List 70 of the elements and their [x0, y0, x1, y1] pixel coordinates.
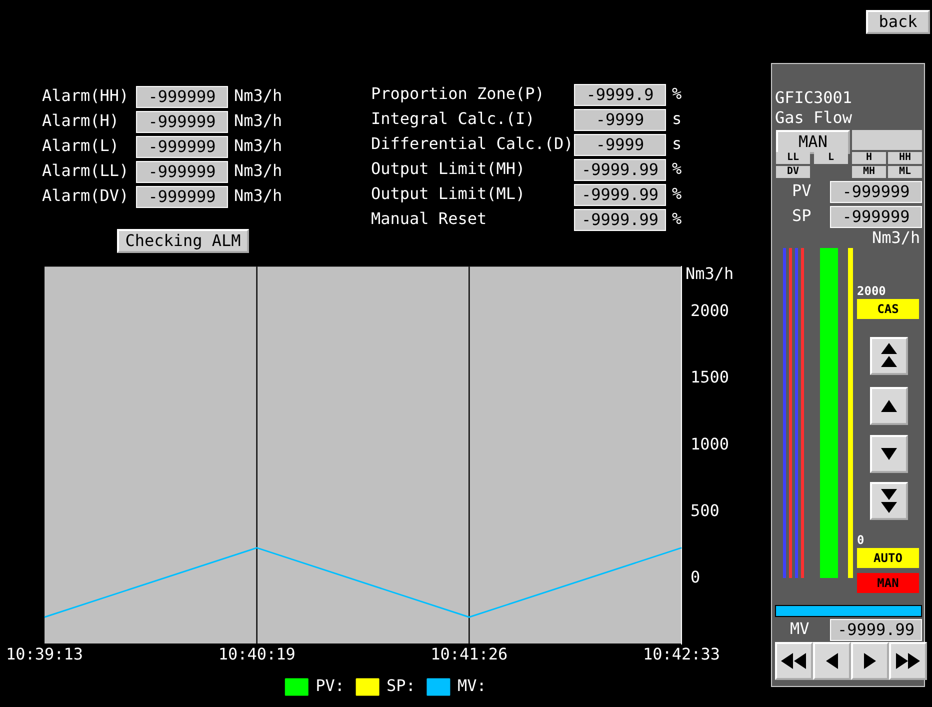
x-tick-label: 10:41:26 [430, 644, 508, 664]
text: HH [888, 152, 922, 164]
text: Integral Calc.(I) [371, 109, 535, 129]
text: -9999 [574, 109, 666, 131]
text: s [672, 134, 682, 154]
text: Nm3/h [234, 161, 282, 181]
x-tick-label: 10:39:13 [6, 644, 84, 664]
text: MAN [798, 132, 828, 151]
text: back [866, 10, 930, 34]
text: Nm3/h [234, 111, 282, 131]
text: ML [888, 166, 922, 178]
text: Gas Flow [775, 108, 852, 128]
text: -999999 [136, 161, 228, 183]
text: L [814, 152, 848, 164]
text: Checking ALM [117, 229, 249, 253]
text: -999999 [136, 186, 228, 208]
x-tick-label: 10:40:19 [218, 644, 296, 664]
text: Alarm(L) [42, 136, 120, 156]
text: MH [852, 166, 886, 178]
text: AUTO [857, 548, 919, 568]
text: Nm3/h [872, 228, 920, 248]
text: Output Limit(MH) [371, 159, 526, 179]
text: -9999.99 [574, 209, 666, 231]
text: -999999 [136, 111, 228, 133]
text: Output Limit(ML) [371, 184, 526, 204]
y-tick-label: 1500 [690, 368, 729, 387]
y-tick-label: 0 [690, 568, 700, 587]
text: -9999 [574, 134, 666, 156]
text: -999999 [136, 136, 228, 158]
text: -9999.99 [830, 619, 922, 641]
text: % [672, 184, 682, 204]
text: % [672, 84, 682, 104]
text: Proportion Zone(P) [371, 84, 544, 104]
legend-label: PV: [316, 676, 345, 696]
text: Manual Reset [371, 209, 487, 229]
legend-label: MV: [457, 676, 486, 696]
text: H [852, 152, 886, 164]
text: MV [790, 619, 810, 639]
y-axis-title: Nm3/h [685, 264, 734, 283]
text: Differential Calc.(D) [371, 134, 574, 154]
text: PV [792, 181, 812, 201]
text: -999999 [830, 181, 922, 203]
y-tick-label: 2000 [690, 301, 729, 320]
text: Alarm(H) [42, 111, 120, 131]
text: Nm3/h [234, 86, 282, 106]
text: GFIC3001 [775, 88, 852, 108]
text: Alarm(HH) [42, 86, 129, 106]
text: -9999.9 [574, 84, 666, 106]
text: SP [792, 206, 812, 226]
text: -999999 [830, 206, 922, 228]
text: -9999.99 [574, 184, 666, 206]
text: -999999 [136, 86, 228, 108]
text: Nm3/h [234, 136, 282, 156]
text: 0 [857, 532, 864, 549]
text: Nm3/h [234, 186, 282, 206]
text: -9999.99 [574, 159, 666, 181]
text: MAN [857, 573, 919, 593]
text: Alarm(DV) [42, 186, 129, 206]
text: LL [776, 152, 810, 164]
text: CAS [857, 299, 919, 319]
legend-label: SP: [386, 676, 416, 696]
text: DV [776, 166, 810, 178]
x-tick-label: 10:42:33 [642, 644, 720, 664]
text: Alarm(LL) [42, 161, 129, 181]
text: 2000 [857, 283, 886, 300]
y-tick-label: 500 [690, 501, 720, 520]
text: % [672, 209, 682, 229]
text: s [672, 109, 682, 129]
y-tick-label: 1000 [690, 434, 729, 454]
text: % [672, 159, 682, 179]
